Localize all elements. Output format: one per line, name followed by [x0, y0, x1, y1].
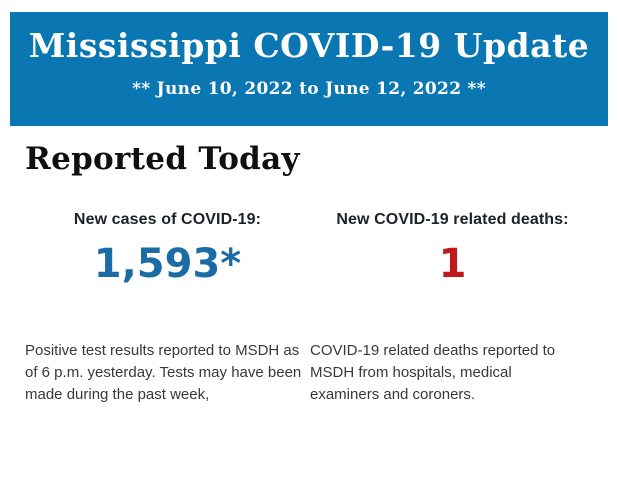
new-cases-label: New cases of COVID-19: — [73, 211, 262, 228]
stats-row: New cases of COVID-19: 1,593* New COVID-… — [25, 211, 595, 286]
new-cases-value: 1,593* — [93, 241, 242, 287]
header-banner: Mississippi COVID-19 Update ** June 10, … — [10, 12, 608, 126]
notes-row: Positive test results reported to MSDH a… — [25, 340, 595, 406]
stat-new-deaths: New COVID-19 related deaths: 1 — [310, 211, 595, 286]
new-deaths-note: COVID-19 related deaths reported to MSDH… — [310, 342, 556, 403]
new-deaths-value: 1 — [438, 241, 467, 287]
stat-new-cases: New cases of COVID-19: 1,593* — [25, 211, 310, 286]
new-cases-note: Positive test results reported to MSDH a… — [25, 342, 302, 403]
page-title: Mississippi COVID-19 Update — [28, 26, 590, 65]
date-range-subtitle: ** June 10, 2022 to June 12, 2022 ** — [132, 78, 486, 99]
reported-today-heading: Reported Today — [25, 141, 300, 177]
new-deaths-label: New COVID-19 related deaths: — [336, 211, 569, 228]
report-body: Reported Today New cases of COVID-19: 1,… — [25, 126, 595, 406]
